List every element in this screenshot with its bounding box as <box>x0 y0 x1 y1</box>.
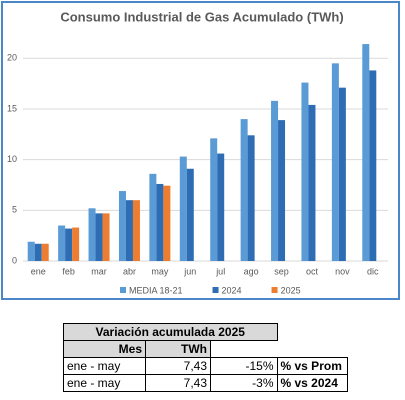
bar <box>369 70 377 261</box>
legend-swatch <box>212 287 219 293</box>
x-tick-label: sep <box>274 266 289 276</box>
bar <box>118 191 126 261</box>
bar <box>125 200 133 261</box>
x-tick-label: abr <box>123 266 136 276</box>
bar <box>240 119 248 261</box>
x-tick-label: feb <box>62 266 75 276</box>
bar <box>179 156 187 261</box>
bar <box>338 87 346 261</box>
cell: -15% <box>210 357 278 375</box>
x-tick-label: jun <box>183 266 196 276</box>
legend-label: 2025 <box>281 285 301 295</box>
chart-frame <box>1 1 400 300</box>
legend-label: 2024 <box>222 285 242 295</box>
bar <box>95 213 103 261</box>
x-tick-label: oct <box>306 266 319 276</box>
bar <box>247 135 255 261</box>
y-tick-label: 15 <box>7 103 17 113</box>
cell: -3% <box>210 374 278 392</box>
bar <box>41 243 49 261</box>
y-tick-label: 20 <box>7 53 17 63</box>
y-tick-label: 5 <box>12 205 17 215</box>
cell: 7,43 <box>145 357 211 375</box>
x-tick-label: may <box>151 266 169 276</box>
cell: ene - may <box>63 357 146 375</box>
summary-table: Variación acumulada 2025 Mes TWh ene - ma… <box>63 323 348 392</box>
x-tick-label: mar <box>91 266 107 276</box>
y-tick-label: 0 <box>12 255 17 265</box>
bar <box>132 200 140 261</box>
x-tick-label: dic <box>367 266 379 276</box>
bar <box>149 173 157 261</box>
bar <box>217 153 225 261</box>
chart-title: Consumo Industrial de Gas Acumulado (TWh… <box>60 9 343 24</box>
legend-swatch <box>120 287 126 293</box>
bar <box>102 213 110 261</box>
cell: % vs Prom <box>276 357 348 375</box>
bar <box>72 227 80 261</box>
bar <box>278 120 286 261</box>
bar <box>186 168 194 261</box>
header-cell: Mes <box>63 340 146 358</box>
bar <box>271 100 279 261</box>
chart: Consumo Industrial de Gas Acumulado (TWh… <box>7 9 388 295</box>
bar <box>163 185 171 261</box>
y-tick-label: 10 <box>7 154 17 164</box>
bar <box>27 241 35 261</box>
bar <box>88 208 96 261</box>
cell: 7,43 <box>145 374 211 392</box>
x-tick-label: nov <box>335 266 350 276</box>
bar <box>362 44 370 261</box>
x-tick-label: jul <box>215 266 225 276</box>
x-tick-label: ene <box>31 266 46 276</box>
bar <box>65 228 73 261</box>
bar <box>156 183 164 261</box>
cell: ene - may <box>63 374 146 392</box>
legend-swatch <box>271 287 278 293</box>
cell: % vs 2024 <box>276 374 348 392</box>
bar <box>210 138 218 261</box>
x-tick-label: ago <box>244 266 259 276</box>
header-cell: TWh <box>145 340 211 358</box>
legend-label: MEDIA 18-21 <box>129 285 183 295</box>
bar <box>308 104 316 262</box>
table-title: Variación acumulada 2025 <box>63 323 278 341</box>
bar <box>58 225 66 261</box>
bar <box>34 243 42 261</box>
bar <box>331 63 339 261</box>
bar <box>301 82 309 261</box>
